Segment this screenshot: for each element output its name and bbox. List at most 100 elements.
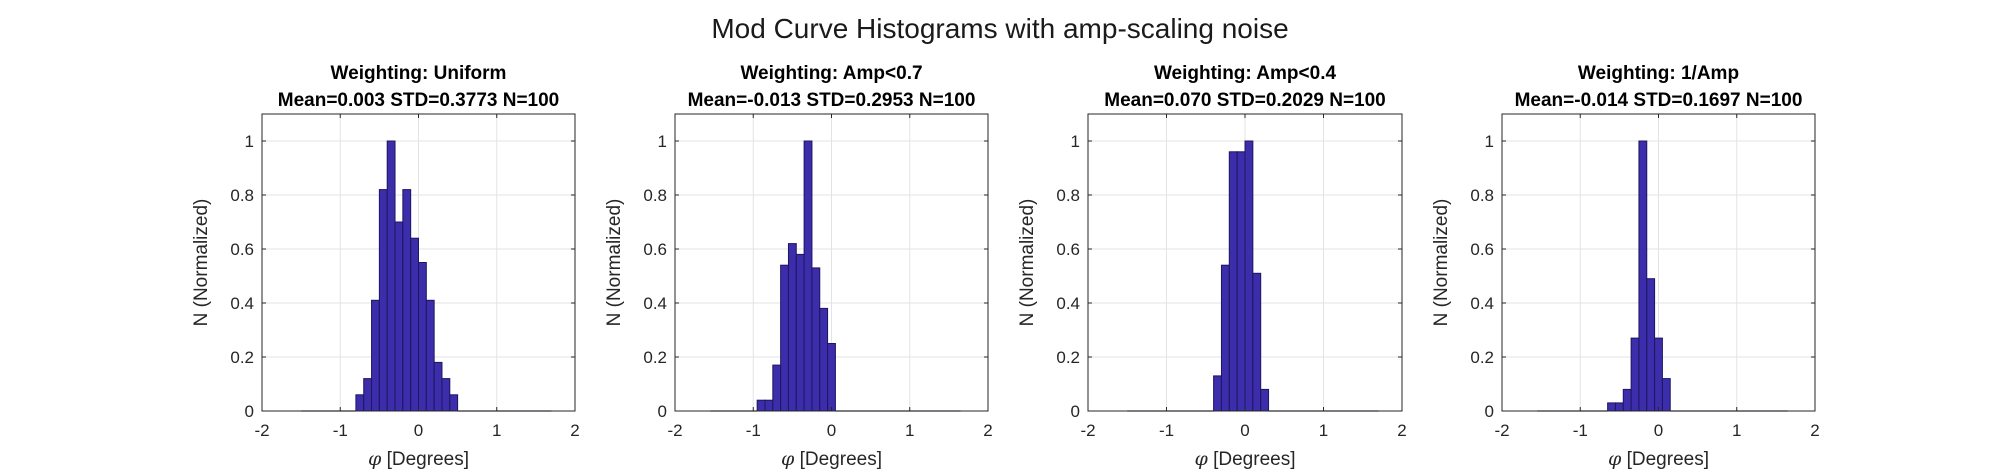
panel-title: Weighting: 1/Amp <box>1578 63 1739 84</box>
histogram-bar <box>1228 151 1238 412</box>
x-axis-label: φ [Degrees] <box>1195 448 1296 469</box>
histogram-bar <box>772 364 782 412</box>
y-tick-label: 0.6 <box>230 240 254 259</box>
x-tick-label: 0 <box>414 421 423 440</box>
y-tick-label: 1 <box>245 132 254 151</box>
x-tick-label: 1 <box>1732 421 1741 440</box>
histogram-bar <box>1236 151 1246 412</box>
histogram-bar <box>764 399 774 412</box>
y-axis-label: N (Normalized) <box>191 199 212 327</box>
histogram-bar <box>378 189 388 412</box>
y-tick-label: 0.2 <box>643 348 667 367</box>
x-tick-label: 2 <box>1810 421 1819 440</box>
x-tick-label: -2 <box>254 421 269 440</box>
x-axis-label-symbol: φ <box>1195 448 1209 469</box>
y-tick-label: 0 <box>245 402 254 421</box>
x-tick-label: -1 <box>333 421 348 440</box>
histogram-bar <box>827 343 836 412</box>
histogram-bar <box>1607 402 1616 412</box>
panel-title: Weighting: Uniform <box>331 63 507 84</box>
y-axis-label: N (Normalized) <box>1431 199 1452 327</box>
histogram-bar <box>787 243 797 412</box>
histogram-bar <box>394 221 404 412</box>
x-axis-label-symbol: φ <box>1608 448 1622 469</box>
histogram-panel: -2 -1 0 1 2 0 0.2 0.4 0.6 0.8 1 Weighting: Uniform M… <box>191 63 580 469</box>
x-tick-label: 2 <box>570 421 579 440</box>
histogram-bar <box>402 189 412 412</box>
histogram-bar <box>1630 337 1640 412</box>
y-tick-label: 0.8 <box>230 186 254 205</box>
subplots: -2 -1 0 1 2 0 0.2 0.4 0.6 0.8 1 Weighting: Uniform M… <box>191 63 1820 469</box>
histogram-bar <box>363 378 373 412</box>
histogram-bar <box>386 140 396 412</box>
histogram-bar <box>819 307 829 412</box>
y-tick-label: 0.4 <box>230 294 254 313</box>
histogram-bar <box>780 264 789 412</box>
x-axis-label-text: [Degrees] <box>794 449 882 469</box>
y-tick-label: 0.6 <box>643 240 667 259</box>
histogram-bar <box>425 299 435 412</box>
x-axis-label-text: [Degrees] <box>381 449 469 469</box>
histogram-bar <box>1654 337 1663 412</box>
x-tick-label: -2 <box>1080 421 1095 440</box>
x-tick-label: -1 <box>746 421 761 440</box>
histogram-bar <box>418 262 427 412</box>
y-tick-label: 0.4 <box>1056 294 1080 313</box>
x-tick-label: 2 <box>1397 421 1406 440</box>
y-tick-label: 1 <box>1071 132 1080 151</box>
x-axis-label: φ [Degrees] <box>1608 448 1709 469</box>
x-tick-label: -2 <box>1494 421 1509 440</box>
y-tick-label: 0.2 <box>1056 348 1080 367</box>
histogram-bar <box>1252 272 1262 412</box>
panel-title: Weighting: Amp<0.7 <box>740 63 922 84</box>
y-tick-label: 0.8 <box>1056 186 1080 205</box>
histogram-bar <box>1260 388 1270 412</box>
x-tick-label: 0 <box>1654 421 1663 440</box>
x-tick-label: 0 <box>827 421 836 440</box>
histogram-bar <box>756 399 766 412</box>
y-tick-label: 0 <box>1485 402 1494 421</box>
histogram-bar <box>410 237 419 412</box>
x-axis-label: φ [Degrees] <box>781 448 882 469</box>
y-tick-label: 1 <box>658 132 667 151</box>
y-tick-label: 0 <box>1071 402 1080 421</box>
histogram-bar <box>1220 264 1230 412</box>
y-tick-label: 0.4 <box>643 294 667 313</box>
y-tick-label: 0 <box>658 402 667 421</box>
y-tick-label: 0.6 <box>1056 240 1080 259</box>
x-axis-label-symbol: φ <box>368 448 382 469</box>
y-tick-label: 0.8 <box>643 186 667 205</box>
histogram-bar <box>1661 378 1671 412</box>
histogram-bar <box>1622 388 1632 412</box>
histogram-bar <box>1638 140 1648 412</box>
y-tick-label: 1 <box>1485 132 1494 151</box>
x-tick-label: 1 <box>1319 421 1328 440</box>
histogram-bar <box>803 140 813 412</box>
y-axis-label: N (Normalized) <box>1017 199 1038 327</box>
x-axis-label: φ [Degrees] <box>368 448 469 469</box>
x-axis-label-text: [Degrees] <box>1208 449 1296 469</box>
histogram-bar <box>1244 140 1254 412</box>
histogram-panel: -2 -1 0 1 2 0 0.2 0.4 0.6 0.8 1 Weighting: Amp<0.4 M… <box>1017 63 1407 469</box>
panel-subtitle: Mean=-0.014 STD=0.1697 N=100 <box>1515 90 1803 111</box>
y-tick-label: 0.6 <box>1470 240 1494 259</box>
x-tick-label: -1 <box>1573 421 1588 440</box>
panel-subtitle: Mean=0.070 STD=0.2029 N=100 <box>1104 90 1386 111</box>
histogram-bar <box>811 267 821 412</box>
panel-subtitle: Mean=-0.013 STD=0.2953 N=100 <box>688 90 976 111</box>
histogram-bar <box>1213 375 1222 412</box>
histogram-panel: -2 -1 0 1 2 0 0.2 0.4 0.6 0.8 1 Weighting: Amp<0.7 M… <box>604 63 993 469</box>
x-axis-label-text: [Degrees] <box>1621 449 1709 469</box>
histogram-bar <box>371 299 380 412</box>
y-tick-label: 0.2 <box>230 348 254 367</box>
x-tick-label: 1 <box>492 421 501 440</box>
histogram-bar <box>1614 402 1624 412</box>
x-tick-label: 1 <box>905 421 914 440</box>
x-tick-label: -2 <box>667 421 682 440</box>
x-tick-label: 0 <box>1240 421 1249 440</box>
y-tick-label: 0.2 <box>1470 348 1494 367</box>
y-tick-label: 0.4 <box>1470 294 1494 313</box>
histogram-bar <box>441 378 451 412</box>
histogram-bar <box>433 361 443 412</box>
